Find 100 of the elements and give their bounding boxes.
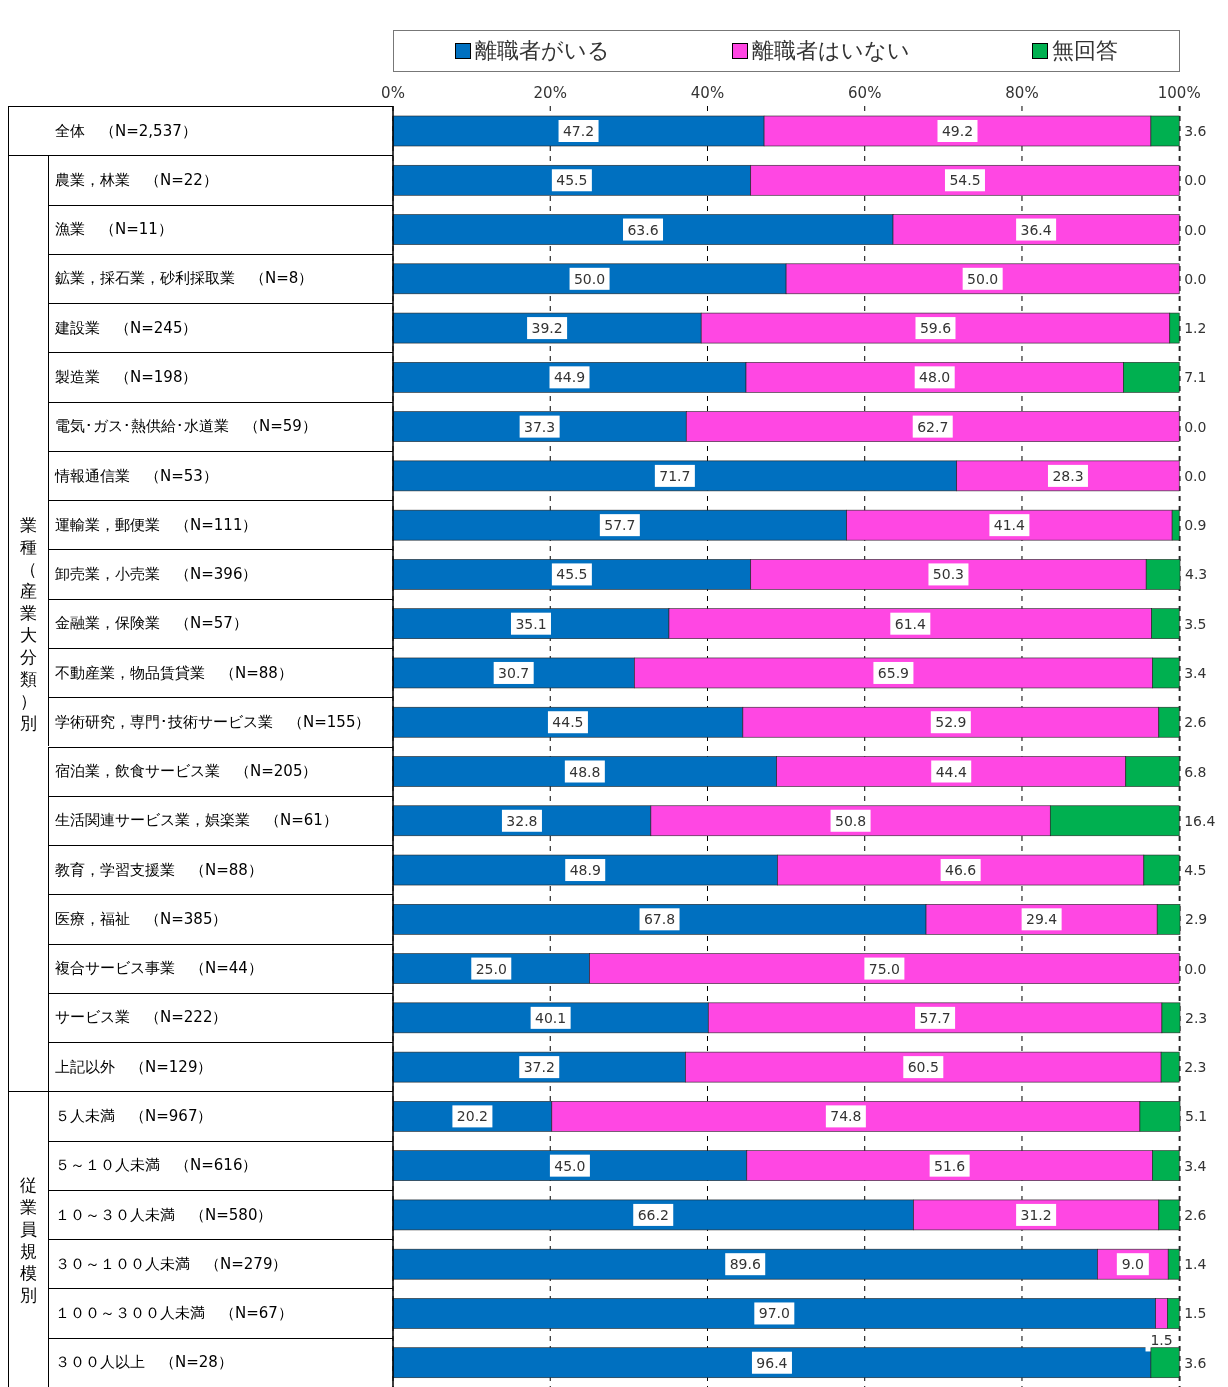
y-tick-label: ３００人以上 （N=28） xyxy=(48,1337,393,1387)
data-label: 59.6 xyxy=(919,320,952,337)
data-label: 54.5 xyxy=(949,172,981,189)
data-label: 0.0 xyxy=(1184,221,1207,238)
data-label: 3.6 xyxy=(1184,1354,1207,1371)
y-tick-label: 製造業 （N=198） xyxy=(48,352,393,402)
data-label: 47.2 xyxy=(562,123,595,139)
data-label: 6.8 xyxy=(1184,763,1207,780)
data-label: 44.9 xyxy=(553,369,586,386)
data-label: 45.5 xyxy=(556,566,588,583)
data-label: 71.7 xyxy=(659,467,691,484)
data-label: 9.0 xyxy=(1121,1256,1144,1273)
data-label: 7.1 xyxy=(1184,369,1207,386)
data-label: 3.6 xyxy=(1184,123,1207,139)
data-label: 48.8 xyxy=(569,763,601,780)
data-label: 0.0 xyxy=(1184,418,1207,435)
x-tick-label: 40% xyxy=(690,84,725,102)
y-tick-label: 全体 （N=2,537） xyxy=(8,106,393,156)
legend-label: 離職者がいる xyxy=(474,37,610,65)
data-label: 0.0 xyxy=(1184,467,1207,484)
y-tick-label: 電気･ガス･熱供給･水道業 （N=59） xyxy=(48,401,393,451)
data-label: 0.9 xyxy=(1184,517,1207,534)
data-label: 45.0 xyxy=(554,1157,586,1174)
data-label: 50.0 xyxy=(967,270,999,287)
data-label: 66.2 xyxy=(637,1206,669,1223)
text: 従業員規模別 xyxy=(20,1173,37,1306)
y-tick-label: 農業，林業 （N=22） xyxy=(48,155,393,205)
data-label: 1.2 xyxy=(1184,320,1207,337)
data-label: 50.8 xyxy=(834,812,867,829)
y-tick-label: 学術研究，専門･技術サービス業 （N=155） xyxy=(48,697,393,747)
data-label: 28.3 xyxy=(1052,467,1084,484)
data-label: 39.2 xyxy=(531,320,563,337)
data-label: 3.4 xyxy=(1184,1157,1207,1174)
data-label: 4.5 xyxy=(1184,862,1207,879)
y-tick-label: 不動産業，物品賃貸業 （N=88） xyxy=(48,647,393,698)
data-label: 61.4 xyxy=(894,615,927,632)
data-label: 67.8 xyxy=(643,911,676,928)
y-tick-label: ３０～１００人未満 （N=279） xyxy=(48,1239,393,1289)
y-tick-label: 卸売業，小売業 （N=396） xyxy=(48,549,393,599)
data-label: 74.8 xyxy=(830,1108,862,1125)
data-label: 5.1 xyxy=(1185,1108,1208,1125)
y-tick-label: 漁業 （N=11） xyxy=(48,204,393,254)
data-label: 75.0 xyxy=(868,960,900,977)
text: 業種（産業大分類）別 xyxy=(20,514,37,733)
data-label: 57.7 xyxy=(919,1009,951,1026)
data-label: 89.6 xyxy=(729,1256,761,1273)
y-tick-label: ５人未満 （N=967） xyxy=(48,1091,393,1141)
data-label: 32.8 xyxy=(506,812,538,829)
y-tick-label: ５～１０人未満 （N=616） xyxy=(48,1140,393,1190)
data-label: 97.0 xyxy=(758,1305,790,1322)
data-label: 4.3 xyxy=(1185,566,1208,583)
y-tick-label: 宿泊業，飲食サービス業 （N=205） xyxy=(48,746,393,796)
data-label: 1.5 xyxy=(1184,1305,1207,1322)
data-label: 45.5 xyxy=(556,172,588,189)
x-tick-label: 20% xyxy=(533,84,567,102)
data-label: 30.7 xyxy=(498,664,530,681)
data-label: 52.9 xyxy=(935,714,967,731)
data-label: 2.9 xyxy=(1185,911,1208,928)
legend-label: 無回答 xyxy=(1051,37,1118,65)
legend-label: 離職者はいない xyxy=(751,37,910,65)
y-tick-label: 鉱業，採石業，砂利採取業 （N=8） xyxy=(48,253,393,304)
data-label: 63.6 xyxy=(627,221,659,238)
y-tick-label: 建設業 （N=245） xyxy=(48,303,393,353)
data-label: 36.4 xyxy=(1020,221,1052,238)
data-label: 35.1 xyxy=(515,615,547,632)
x-tick-label: 60% xyxy=(848,84,882,102)
data-label: 65.9 xyxy=(877,664,910,681)
data-label: 49.2 xyxy=(941,123,974,139)
y-tick-label: サービス業 （N=222） xyxy=(48,992,393,1043)
y-tick-label: 上記以外 （N=129） xyxy=(48,1042,393,1092)
data-label: 40.1 xyxy=(535,1009,567,1026)
data-label: 48.9 xyxy=(569,862,601,879)
y-tick-label: 運輸業，郵便業 （N=111） xyxy=(48,500,393,550)
data-label: 2.3 xyxy=(1185,1009,1208,1026)
data-label: 25.0 xyxy=(475,960,507,977)
data-label: 2.6 xyxy=(1184,714,1207,731)
data-label: 62.7 xyxy=(917,418,949,435)
data-label: 31.2 xyxy=(1020,1206,1052,1223)
data-label: 20.2 xyxy=(456,1108,488,1125)
y-tick-label: １０～３０人未満 （N=580） xyxy=(48,1189,393,1240)
data-label: 0.0 xyxy=(1184,270,1207,287)
data-label: 96.4 xyxy=(756,1354,788,1371)
x-tick-label: 100% xyxy=(1157,84,1201,102)
x-tick-label: 80% xyxy=(1005,84,1039,102)
y-tick-label: 教育，学習支援業 （N=88） xyxy=(48,845,393,895)
data-label: 29.4 xyxy=(1026,911,1058,928)
data-label: 41.4 xyxy=(993,517,1026,534)
data-label: 1.5 xyxy=(1150,1332,1173,1349)
x-tick-label: 0% xyxy=(381,84,405,102)
data-label: 50.3 xyxy=(932,566,965,583)
data-label: 16.4 xyxy=(1184,812,1216,829)
y-tick-label: 医療，福祉 （N=385） xyxy=(48,894,393,944)
y-tick-label: 情報通信業 （N=53） xyxy=(48,450,393,501)
y-tick-label: 生活関連サービス業，娯楽業 （N=61） xyxy=(48,795,393,846)
data-label: 50.0 xyxy=(573,270,606,287)
data-label: 60.5 xyxy=(907,1059,939,1076)
data-label: 57.7 xyxy=(604,517,636,534)
data-label: 51.6 xyxy=(934,1157,966,1174)
data-label: 48.0 xyxy=(919,369,951,386)
y-tick-label: 複合サービス事業 （N=44） xyxy=(48,943,393,993)
